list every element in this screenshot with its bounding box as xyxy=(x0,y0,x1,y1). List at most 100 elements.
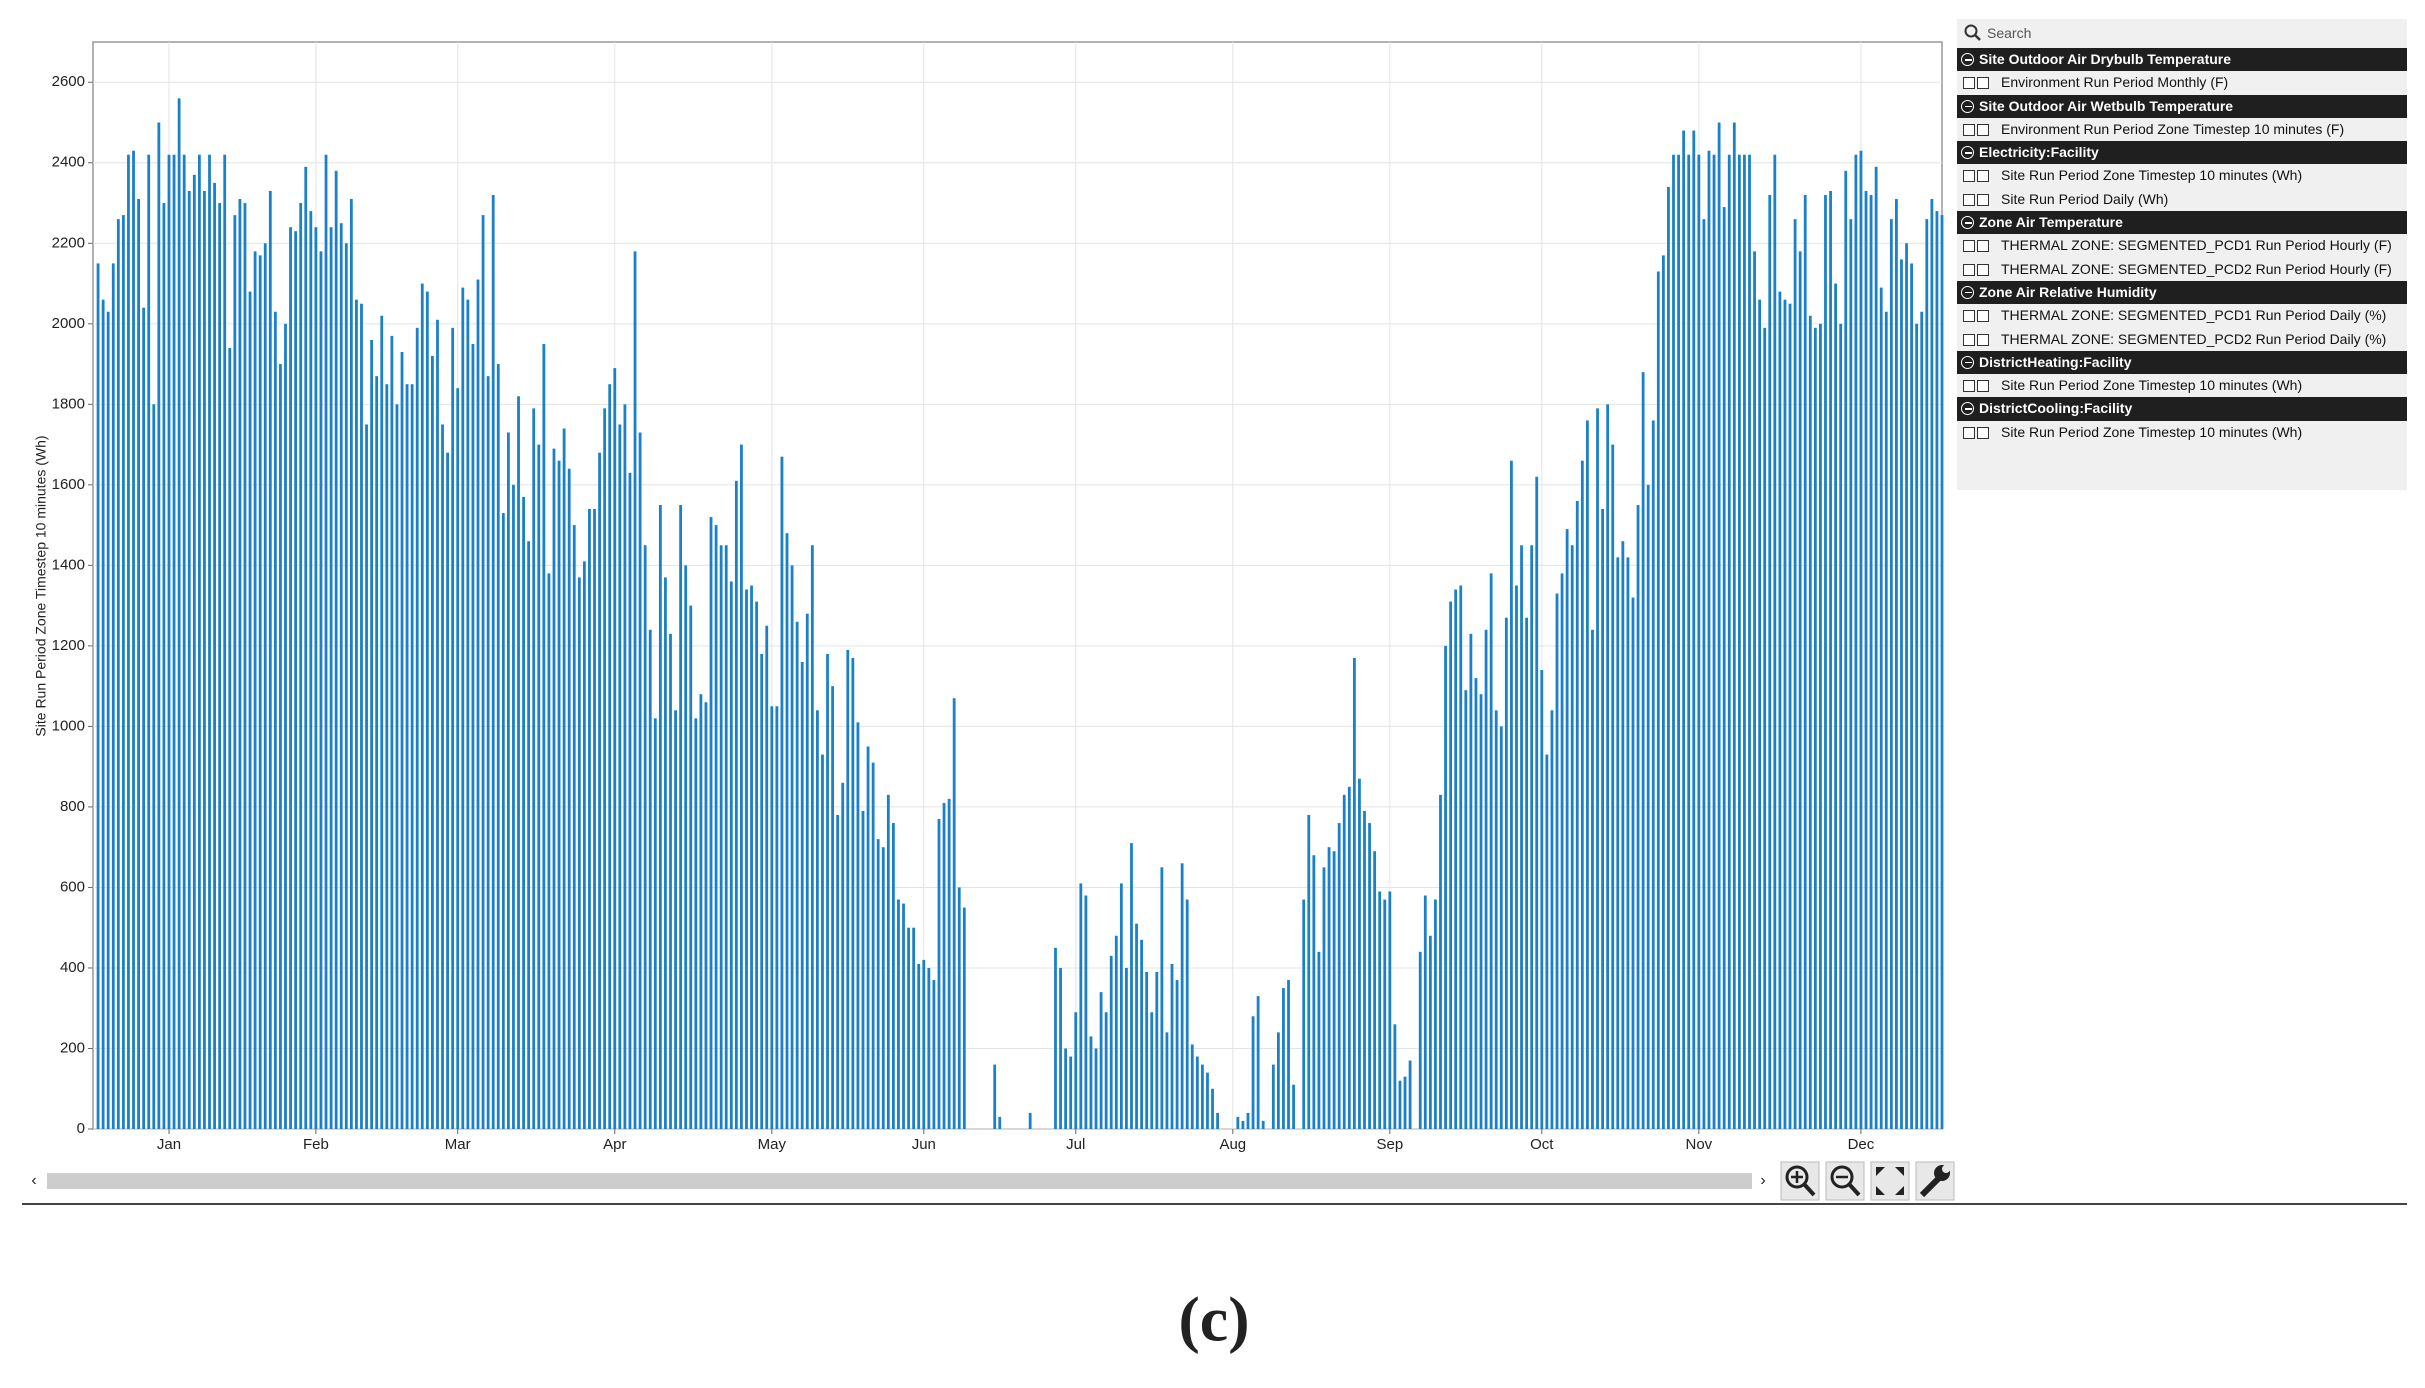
series-item[interactable]: Site Run Period Zone Timestep 10 minutes… xyxy=(1957,164,2407,187)
checkbox[interactable] xyxy=(1963,333,1975,346)
bar xyxy=(851,657,855,1129)
series-item[interactable]: THERMAL ZONE: SEGMENTED_PCD2 Run Period … xyxy=(1957,258,2407,281)
checkbox[interactable] xyxy=(1977,310,1989,323)
series-item[interactable]: Environment Run Period Zone Timestep 10 … xyxy=(1957,118,2407,141)
bar xyxy=(603,408,607,1129)
group-header[interactable]: Zone Air Relative Humidity xyxy=(1957,280,2407,305)
checkbox[interactable] xyxy=(1963,123,1975,136)
bar xyxy=(1099,992,1103,1129)
group-header[interactable]: Site Outdoor Air Wetbulb Temperature xyxy=(1957,94,2407,118)
x-tick-label: Oct xyxy=(1530,1136,1554,1153)
bar xyxy=(856,722,860,1129)
bar xyxy=(1900,259,1903,1129)
bar xyxy=(1170,963,1174,1129)
checkbox[interactable] xyxy=(1977,193,1989,206)
bar xyxy=(745,589,748,1129)
series-item[interactable]: Site Run Period Daily (Wh) xyxy=(1957,188,2407,211)
checkbox[interactable] xyxy=(1963,310,1975,323)
y-tick-label: 1800 xyxy=(52,395,85,412)
bar xyxy=(684,565,688,1129)
checkbox[interactable] xyxy=(1977,263,1989,276)
bar xyxy=(729,581,733,1129)
bar xyxy=(709,517,713,1129)
bar xyxy=(740,444,743,1129)
checkbox[interactable] xyxy=(1977,380,1989,393)
scroll-right[interactable]: › xyxy=(1760,1172,1765,1189)
series-item[interactable]: Site Run Period Zone Timestep 10 minutes… xyxy=(1957,374,2407,397)
bar xyxy=(1550,710,1554,1129)
checkbox[interactable] xyxy=(1977,123,1989,136)
bar xyxy=(633,251,637,1129)
bar xyxy=(1895,199,1898,1129)
bar xyxy=(1697,154,1701,1129)
checkbox[interactable] xyxy=(1977,426,1989,439)
bar xyxy=(1910,263,1914,1130)
bar xyxy=(1084,895,1088,1129)
bar xyxy=(1839,323,1843,1129)
bar xyxy=(547,573,551,1129)
bar xyxy=(1677,154,1680,1129)
bar xyxy=(405,384,409,1129)
bar xyxy=(1317,951,1321,1129)
bar xyxy=(1428,935,1432,1129)
bar xyxy=(506,432,510,1130)
bar xyxy=(1494,710,1498,1129)
bar xyxy=(243,203,247,1129)
series-item[interactable]: Site Run Period Zone Timestep 10 minutes… xyxy=(1957,421,2407,444)
checkbox[interactable] xyxy=(1977,170,1989,183)
fit-button[interactable] xyxy=(1870,1161,1910,1201)
bar xyxy=(780,456,784,1129)
checkbox[interactable] xyxy=(1977,77,1989,90)
group-header[interactable]: Site Outdoor Air Drybulb Temperature xyxy=(1957,48,2407,72)
checkbox[interactable] xyxy=(1977,240,1989,253)
scrollbar-thumb[interactable] xyxy=(47,1173,1752,1189)
bar xyxy=(1712,154,1716,1129)
bar xyxy=(623,404,627,1129)
series-panel: Search Site Outdoor Air Drybulb Temperat… xyxy=(1957,19,2407,490)
group-header[interactable]: DistrictHeating:Facility xyxy=(1957,350,2407,375)
bar xyxy=(1768,194,1772,1130)
checkbox[interactable] xyxy=(1963,426,1975,439)
bar xyxy=(1763,327,1767,1130)
bar xyxy=(1195,1056,1199,1129)
zoom-out-button[interactable] xyxy=(1825,1161,1865,1201)
search-box[interactable]: Search xyxy=(1957,19,2407,48)
bar xyxy=(339,223,343,1129)
checkbox[interactable] xyxy=(1977,333,1989,346)
zoom-in-button[interactable] xyxy=(1780,1161,1820,1201)
bar xyxy=(1165,1032,1169,1129)
series-item[interactable]: THERMAL ZONE: SEGMENTED_PCD1 Run Period … xyxy=(1957,304,2407,327)
bar xyxy=(1520,545,1523,1129)
series-item[interactable]: THERMAL ZONE: SEGMENTED_PCD1 Run Period … xyxy=(1957,234,2407,257)
settings-button[interactable] xyxy=(1915,1161,1955,1201)
bar xyxy=(1322,867,1326,1129)
scroll-left[interactable]: ‹ xyxy=(31,1172,36,1189)
bar xyxy=(760,653,764,1129)
bar xyxy=(902,903,905,1129)
bar xyxy=(699,694,703,1129)
bar xyxy=(866,746,870,1129)
checkbox[interactable] xyxy=(1963,193,1975,206)
checkbox[interactable] xyxy=(1963,77,1975,90)
bar xyxy=(517,396,520,1129)
series-item[interactable]: Environment Run Period Monthly (F) xyxy=(1957,71,2407,94)
bar xyxy=(1596,408,1599,1129)
bar xyxy=(998,1116,1002,1129)
checkbox[interactable] xyxy=(1963,263,1975,276)
bar xyxy=(846,649,850,1129)
bar xyxy=(314,227,318,1129)
checkbox[interactable] xyxy=(1963,380,1975,393)
bar xyxy=(775,706,779,1129)
bar xyxy=(1641,372,1645,1129)
bar xyxy=(836,814,840,1129)
bar xyxy=(111,263,115,1130)
checkbox[interactable] xyxy=(1963,240,1975,253)
checkbox[interactable] xyxy=(1963,170,1975,183)
group-header[interactable]: Zone Air Temperature xyxy=(1957,211,2407,235)
bar xyxy=(289,227,292,1129)
bar xyxy=(1180,863,1184,1129)
group-header[interactable]: Electricity:Facility xyxy=(1957,141,2407,165)
group-header[interactable]: DistrictCooling:Facility xyxy=(1957,397,2407,421)
series-item[interactable]: THERMAL ZONE: SEGMENTED_PCD2 Run Period … xyxy=(1957,328,2407,351)
bar xyxy=(1089,1036,1093,1129)
